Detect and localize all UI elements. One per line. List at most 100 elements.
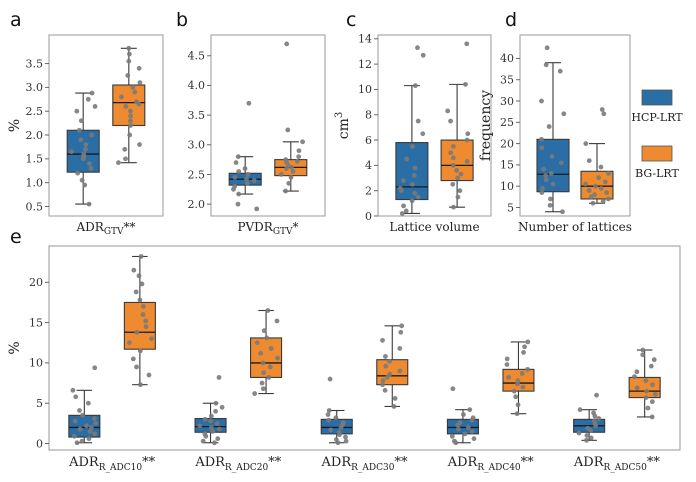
panel-a-hcp-data-point: [75, 170, 81, 176]
panel-c-bg-data-point: [450, 155, 456, 161]
panel-d-bg-data-point: [593, 183, 598, 189]
panel-c-ylabel: cm3: [334, 112, 352, 140]
panel-c-hcp-data-point: [412, 165, 418, 171]
panel-e-cat4-hcp-data-point: [449, 433, 455, 439]
panel-a-ytick-label: 0.5: [26, 200, 44, 213]
panel-d-ytick-label: 25: [500, 116, 514, 129]
panel-e-cat5-bg-data-point: [644, 388, 649, 394]
panel-e-cat1-hcp-data-point: [71, 433, 77, 439]
panel-b-bg-data-point: [288, 175, 294, 180]
panel-e-xtick-label-sub: R_ADC30: [351, 463, 395, 473]
panel-e-cat2-hcp-data-point: [213, 400, 219, 406]
panel-d-hcp-data-point: [543, 62, 549, 68]
panel-e-cat5-hcp-box-group: [573, 392, 606, 443]
panel-e-cat4-bg-data-point: [522, 344, 527, 350]
panel-e-cat5-hcp-data-point: [588, 435, 594, 441]
panel-e-cat2-bg-data-point: [252, 391, 258, 396]
panel-e-cat1-hcp-data-point: [79, 438, 85, 444]
panel-e-cat2-hcp-data-point: [197, 423, 203, 429]
panel-a-ytick-label: 2.5: [26, 105, 44, 118]
panel-e-cat2-hcp-data-point: [216, 426, 222, 432]
panel-b-bg-data-point: [296, 148, 302, 154]
panel-a-hcp-data-point: [78, 137, 84, 143]
panel-e-cat4-hcp-data-point: [469, 429, 475, 434]
panel-e-cat5-bg-data-point: [634, 385, 640, 391]
panel-a-hcp-data-point: [85, 96, 91, 102]
panel-e-cat4-hcp-data-point: [457, 420, 463, 425]
panel-e-xtick-label-sub: R_ADC50: [604, 463, 648, 473]
panel-e-cat4-bg-data-point: [506, 375, 512, 380]
panel-c-hcp-data-point: [420, 52, 426, 58]
panel-a-hcp-box-group: [66, 90, 100, 207]
panel-e-cat1-bg-data-point: [136, 273, 142, 279]
panel-b-xlabel: PVDRGTV*: [237, 220, 298, 237]
panel-e-cat3-hcp-box: [320, 418, 353, 435]
panel-a-bg-box-group: [112, 45, 146, 166]
panel-b-xlabel-sub: GTV: [273, 227, 293, 237]
panel-e-cat2-bg-data-point: [265, 308, 271, 313]
panel-c-ytick-label: 4: [365, 159, 372, 172]
panel-e-cat5-bg-data-point: [632, 374, 637, 380]
panel-a-ytick-label: 2.0: [26, 129, 44, 142]
panel-e-cat2-hcp-data-point: [202, 431, 208, 437]
panel-d-hcp-data-point: [549, 153, 555, 159]
panel-e-cat5-bg-data-point: [649, 399, 655, 405]
panel-e-cat1-bg-box-group: [123, 254, 156, 388]
panel-e-cat3-bg-data-point: [383, 363, 389, 369]
panel-e-cat5-bg-data-point: [648, 363, 654, 369]
panel-a-bg-data-point: [123, 156, 128, 162]
panel-e-cat2-hcp-data-point: [216, 375, 222, 380]
panel-d-bg-data-point: [599, 107, 605, 112]
panel-d-hcp-data-point: [546, 124, 552, 129]
panel-a-bg-data-point: [137, 142, 142, 147]
panel-d-hcp-data-point: [539, 190, 545, 195]
panel-e-cat1-hcp-data-point: [86, 436, 92, 442]
panel-c-bg-data-point: [448, 150, 454, 156]
panel-e-xtick-label: ADRR_ADC30**: [321, 455, 408, 473]
panel-d-hcp-data-point: [539, 98, 544, 104]
panel-e-cat1-bg-data-point: [134, 329, 140, 335]
panel-e-cat3-bg-data-point: [380, 337, 385, 343]
panel-a-xlabel-main: ADR: [75, 220, 104, 234]
panel-e-xtick-label-suffix: **: [647, 455, 661, 470]
panel-e-ytick-label: 10: [29, 357, 43, 370]
panel-a-bg-data-point: [130, 84, 136, 90]
panel-e-cat3-hcp-data-point: [343, 438, 349, 444]
panel-c-bg-data-point: [448, 118, 453, 124]
panel-a-frame: [48, 34, 164, 217]
panel-c-bg-data-point: [455, 175, 461, 181]
panel-d-ylabel-main: frequency: [478, 90, 494, 161]
panel-d-bg-data-point: [598, 164, 604, 170]
panel-e-cat2-bg-data-point: [267, 364, 273, 370]
panel-b-hcp-data-point: [232, 175, 238, 180]
panel-d-bg-data-point: [600, 198, 606, 204]
panel-e-xtick-label-sub: R_ADC20: [225, 463, 269, 473]
panel-e-xtick-label-main: ADR: [321, 455, 353, 470]
panel-e-cat3-bg-data-point: [380, 378, 386, 384]
panel-e-cat1-bg-data-point: [140, 312, 146, 317]
legend-label-hcp: HCP-LRT: [631, 111, 683, 124]
panel-c-hcp-data-point: [412, 83, 418, 89]
panel-e-cat2-bg-data-point: [268, 346, 274, 351]
panel-c-bg-data-point: [450, 162, 456, 168]
panel-e-xtick-label-sub: R_ADC40: [477, 463, 521, 473]
panel-e-cat3-hcp-box-group: [320, 376, 353, 446]
panel-b-ytick-label: 4.0: [188, 79, 206, 92]
panel-e-xtick-label: ADRR_ADC50**: [573, 455, 660, 473]
panel-e-xtick-label: ADRR_ADC20**: [194, 455, 281, 473]
panel-e-cat4-hcp-data-point: [450, 386, 456, 392]
panel-e-cat2-bg-data-point: [275, 355, 280, 361]
panel-e-cat1-hcp-data-point: [84, 423, 89, 429]
panel-e-cat2-bg-data-point: [260, 360, 266, 366]
panel-c-hcp-data-point: [403, 208, 409, 214]
panel-e-cat5-bg-data-point: [651, 357, 657, 363]
panel-b-xlabel-main: PVDR: [237, 220, 273, 234]
panel-e-xtick-label-main: ADR: [68, 455, 100, 470]
panel-c-hcp-box-group: [395, 45, 429, 216]
panel-e-cat1-hcp-data-point: [85, 400, 91, 406]
panel-d-frame: [519, 34, 631, 217]
panel-c-bg-data-point: [457, 188, 463, 194]
panel-d-hcp-data-point: [548, 196, 553, 202]
panel-e-cat5-bg-data-point: [640, 352, 646, 358]
panel-c-ytick-label: 14: [358, 33, 372, 46]
